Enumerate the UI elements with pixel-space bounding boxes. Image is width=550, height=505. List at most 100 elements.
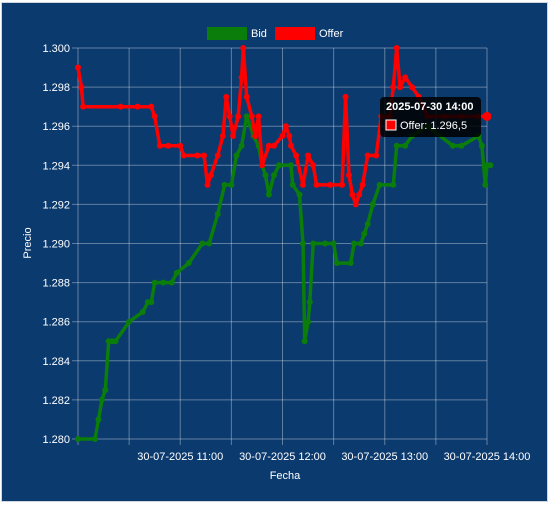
data-point-bid[interactable] bbox=[102, 387, 109, 394]
data-point-offer[interactable] bbox=[409, 84, 416, 91]
data-point-offer[interactable] bbox=[207, 172, 214, 179]
data-point-bid[interactable] bbox=[458, 142, 465, 149]
data-point-bid[interactable] bbox=[296, 191, 303, 198]
data-point-offer[interactable] bbox=[226, 113, 233, 120]
data-point-offer[interactable] bbox=[339, 181, 346, 188]
data-point-bid[interactable] bbox=[305, 318, 312, 325]
data-point-offer[interactable] bbox=[243, 93, 250, 100]
data-point-bid[interactable] bbox=[301, 338, 308, 345]
data-point-offer[interactable] bbox=[288, 142, 295, 149]
data-point-offer[interactable] bbox=[310, 162, 317, 169]
data-point-bid[interactable] bbox=[92, 436, 99, 442]
data-point-bid[interactable] bbox=[402, 142, 409, 149]
data-point-offer[interactable] bbox=[80, 103, 87, 110]
data-point-offer[interactable] bbox=[248, 113, 255, 120]
data-point-offer[interactable] bbox=[356, 191, 363, 198]
data-point-bid[interactable] bbox=[351, 240, 358, 247]
data-point-offer[interactable] bbox=[219, 132, 226, 139]
data-point-bid[interactable] bbox=[206, 240, 213, 247]
data-point-offer[interactable] bbox=[180, 152, 187, 159]
data-point-bid[interactable] bbox=[299, 240, 306, 247]
legend-offer-swatch[interactable] bbox=[275, 27, 315, 40]
data-point-offer[interactable] bbox=[305, 152, 312, 159]
data-point-bid[interactable] bbox=[238, 142, 245, 149]
data-point-offer[interactable] bbox=[313, 181, 320, 188]
data-point-bid[interactable] bbox=[112, 338, 119, 345]
data-point-offer[interactable] bbox=[293, 152, 300, 159]
data-point-bid[interactable] bbox=[98, 396, 105, 403]
data-point-offer[interactable] bbox=[148, 103, 155, 110]
data-point-offer[interactable] bbox=[214, 152, 221, 159]
data-point-bid[interactable] bbox=[151, 279, 158, 286]
data-point-bid[interactable] bbox=[262, 172, 269, 179]
data-point-offer[interactable] bbox=[230, 132, 237, 139]
data-point-offer[interactable] bbox=[397, 84, 404, 91]
data-point-offer[interactable] bbox=[349, 191, 356, 198]
data-point-bid[interactable] bbox=[243, 113, 250, 120]
data-point-offer[interactable] bbox=[282, 123, 289, 130]
data-point-offer[interactable] bbox=[117, 103, 124, 110]
data-point-bid[interactable] bbox=[364, 220, 371, 227]
data-point-bid[interactable] bbox=[306, 299, 313, 306]
data-point-bid[interactable] bbox=[160, 279, 167, 286]
data-point-bid[interactable] bbox=[148, 299, 155, 306]
data-point-offer[interactable] bbox=[235, 113, 242, 120]
data-point-bid[interactable] bbox=[75, 436, 81, 442]
data-point-bid[interactable] bbox=[487, 162, 494, 169]
data-point-bid[interactable] bbox=[357, 240, 364, 247]
data-point-bid[interactable] bbox=[478, 142, 485, 149]
data-point-bid[interactable] bbox=[449, 142, 456, 149]
data-point-bid[interactable] bbox=[310, 240, 317, 247]
data-point-offer[interactable] bbox=[75, 64, 81, 71]
data-point-offer[interactable] bbox=[327, 181, 334, 188]
data-point-bid[interactable] bbox=[214, 211, 221, 218]
data-point-offer[interactable] bbox=[78, 84, 85, 91]
data-point-offer[interactable] bbox=[238, 74, 245, 81]
data-point-offer[interactable] bbox=[252, 132, 259, 139]
data-point-bid[interactable] bbox=[270, 172, 277, 179]
data-point-offer[interactable] bbox=[286, 132, 293, 139]
data-point-bid[interactable] bbox=[233, 152, 240, 159]
data-point-bid[interactable] bbox=[95, 416, 102, 423]
data-point-bid[interactable] bbox=[482, 181, 489, 188]
data-point-offer[interactable] bbox=[134, 103, 141, 110]
data-point-bid[interactable] bbox=[265, 191, 272, 198]
data-point-bid[interactable] bbox=[173, 269, 180, 276]
data-point-offer[interactable] bbox=[156, 142, 163, 149]
data-point-bid[interactable] bbox=[221, 181, 228, 188]
data-point-offer[interactable] bbox=[390, 84, 397, 91]
data-point-offer[interactable] bbox=[259, 162, 266, 169]
data-point-offer[interactable] bbox=[177, 142, 184, 149]
data-point-bid[interactable] bbox=[126, 318, 133, 325]
data-point-bid[interactable] bbox=[168, 279, 175, 286]
data-point-bid[interactable] bbox=[139, 308, 146, 315]
data-point-offer[interactable] bbox=[270, 142, 277, 149]
data-point-bid[interactable] bbox=[334, 260, 341, 267]
data-point-bid[interactable] bbox=[228, 181, 235, 188]
data-point-offer[interactable] bbox=[393, 45, 400, 51]
data-point-offer[interactable] bbox=[223, 93, 230, 100]
data-point-bid[interactable] bbox=[369, 201, 376, 208]
data-point-bid[interactable] bbox=[393, 142, 400, 149]
data-point-offer[interactable] bbox=[204, 181, 211, 188]
data-point-offer[interactable] bbox=[194, 152, 201, 159]
data-point-bid[interactable] bbox=[185, 260, 192, 267]
data-point-bid[interactable] bbox=[347, 260, 354, 267]
data-point-offer[interactable] bbox=[359, 181, 366, 188]
data-point-offer[interactable] bbox=[240, 45, 247, 51]
data-point-offer[interactable] bbox=[165, 142, 172, 149]
hovered-point[interactable] bbox=[482, 111, 492, 121]
data-point-offer[interactable] bbox=[352, 201, 359, 208]
data-point-bid[interactable] bbox=[288, 162, 295, 169]
data-point-bid[interactable] bbox=[289, 181, 296, 188]
data-point-offer[interactable] bbox=[151, 113, 158, 120]
data-point-offer[interactable] bbox=[342, 93, 349, 100]
legend-offer-label[interactable]: Offer bbox=[319, 28, 344, 40]
data-point-offer[interactable] bbox=[373, 152, 380, 159]
data-point-bid[interactable] bbox=[276, 162, 283, 169]
data-point-bid[interactable] bbox=[322, 240, 329, 247]
data-point-offer[interactable] bbox=[201, 152, 208, 159]
data-point-bid[interactable] bbox=[199, 240, 206, 247]
data-point-bid[interactable] bbox=[361, 230, 368, 237]
data-point-bid[interactable] bbox=[330, 240, 337, 247]
